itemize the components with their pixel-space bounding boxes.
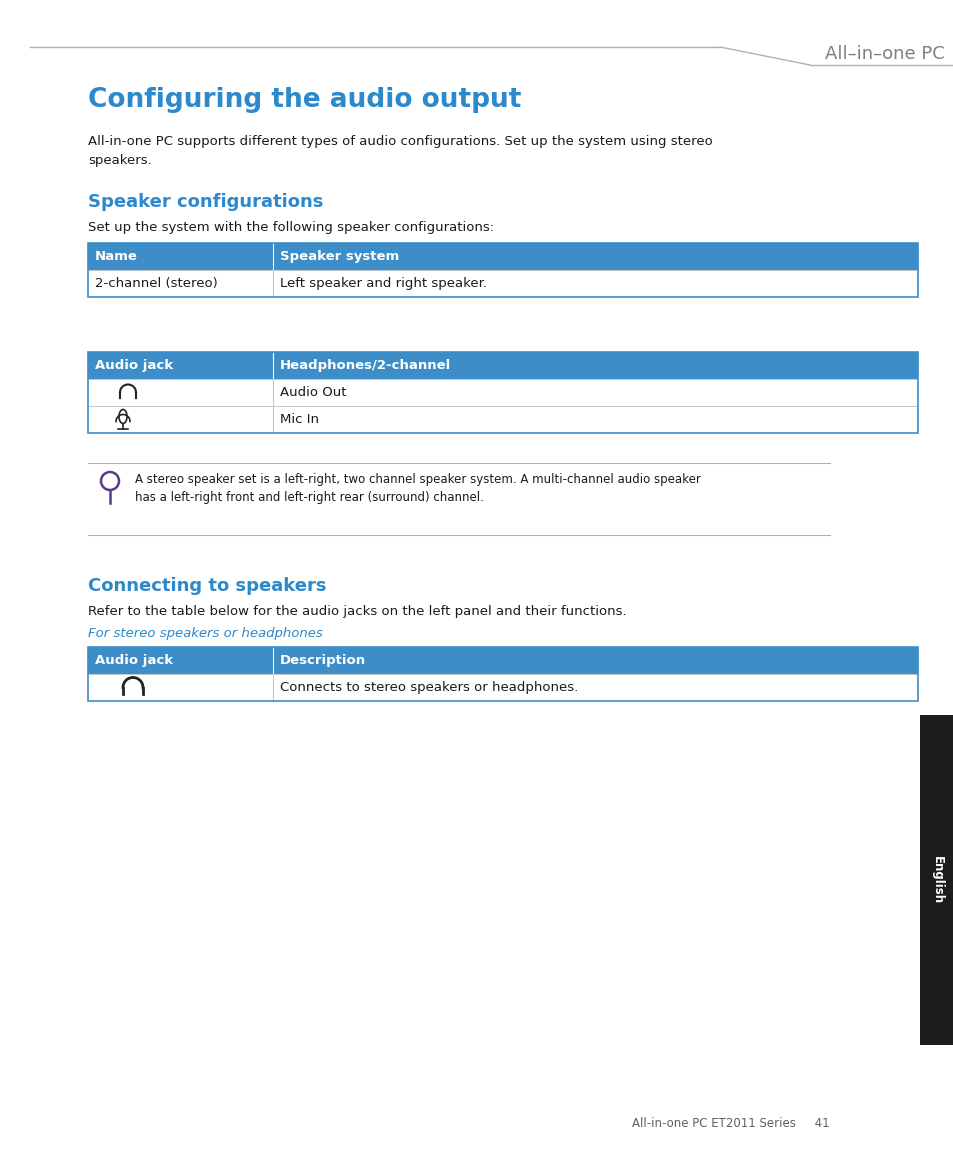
Text: 2-channel (stereo): 2-channel (stereo) [95,277,217,290]
Text: Description: Description [280,654,366,666]
Bar [88,243,917,270]
Text: Speaker configurations: Speaker configurations [88,193,323,211]
Text: Connects to stereo speakers or headphones.: Connects to stereo speakers or headphone… [280,681,578,694]
Bar [88,352,917,379]
Bar [88,352,917,433]
Text: English: English [929,856,943,904]
Bar [88,647,917,701]
Text: Audio jack: Audio jack [95,654,172,666]
Text: Headphones/2-channel: Headphones/2-channel [280,359,451,372]
Text: Mic In: Mic In [280,413,318,426]
Bar [88,675,917,701]
Bar [88,243,917,297]
Bar [88,270,917,297]
Text: Audio jack: Audio jack [95,359,172,372]
Text: All-in-one PC supports different types of audio configurations. Set up the syste: All-in-one PC supports different types o… [88,135,712,167]
Text: Audio Out: Audio Out [280,386,346,398]
Bar [88,379,917,407]
Text: Speaker system: Speaker system [280,249,399,263]
Text: Refer to the table below for the audio jacks on the left panel and their functio: Refer to the table below for the audio j… [88,605,626,618]
Bar [88,407,917,433]
Text: Left speaker and right speaker.: Left speaker and right speaker. [280,277,486,290]
Bar [919,715,953,1045]
Text: All-in-one PC ET2011 Series     41: All-in-one PC ET2011 Series 41 [632,1117,829,1130]
Bar [88,647,917,675]
Text: Set up the system with the following speaker configurations:: Set up the system with the following spe… [88,221,494,234]
Text: Configuring the audio output: Configuring the audio output [88,87,521,113]
Text: All–in–one PC: All–in–one PC [824,45,943,64]
Text: Name: Name [95,249,138,263]
Text: For stereo speakers or headphones: For stereo speakers or headphones [88,627,322,640]
Text: Connecting to speakers: Connecting to speakers [88,578,326,595]
Text: A stereo speaker set is a left-right, two channel speaker system. A multi-channe: A stereo speaker set is a left-right, tw… [135,474,700,505]
